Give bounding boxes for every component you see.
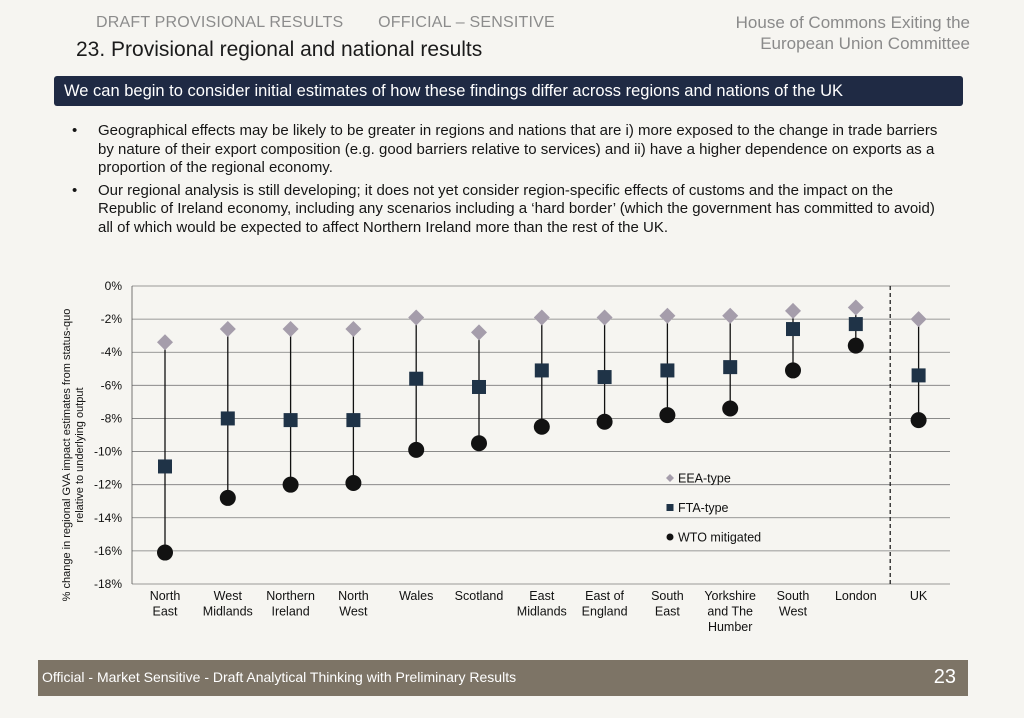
committee-stamp: House of Commons Exiting the European Un… xyxy=(736,12,970,54)
bullet-item: Our regional analysis is still developin… xyxy=(72,182,952,238)
bullet-item: Geographical effects may be likely to be… xyxy=(72,122,952,178)
x-category-label: East Midlands xyxy=(517,589,567,619)
fta-marker xyxy=(786,322,800,337)
legend-fta-swatch xyxy=(666,504,674,511)
fta-marker xyxy=(409,371,424,386)
fta-marker xyxy=(597,370,612,385)
wto-marker xyxy=(533,418,550,435)
y-tick-label: 0% xyxy=(105,279,123,293)
chart-gridlines xyxy=(132,285,950,585)
wto-marker xyxy=(471,435,487,452)
footer-text: Official - Market Sensitive - Draft Anal… xyxy=(42,669,517,685)
wto-marker xyxy=(847,337,864,354)
chart-legend: EEA-type FTA-type WTO mitigated xyxy=(666,472,761,545)
y-tick-label: -14% xyxy=(94,511,122,525)
eea-marker xyxy=(282,321,299,338)
wto-marker xyxy=(219,489,236,506)
x-category-label: South East xyxy=(651,589,684,619)
x-category-label: West Midlands xyxy=(203,589,253,619)
x-category-label: East of England xyxy=(582,589,628,619)
wto-marker xyxy=(345,475,362,492)
chart-labels: 0% -2% -4% -6% -8% -10% -12% -14% -16% -18% % chan… xyxy=(61,279,928,634)
chart-axes xyxy=(131,286,891,584)
eea-marker xyxy=(910,311,927,328)
legend-eea-swatch xyxy=(666,474,674,482)
y-tick-label: -18% xyxy=(94,577,122,591)
y-tick-label: -16% xyxy=(94,544,122,558)
x-category-label: South West xyxy=(777,589,810,619)
eea-marker xyxy=(533,309,550,326)
regional-gva-chart: 0% -2% -4% -6% -8% -10% -12% -14% -16% -18% % chan… xyxy=(61,279,950,634)
committee-line-1: House of Commons Exiting the xyxy=(735,13,970,32)
y-tick-label: -4% xyxy=(101,345,123,359)
eea-marker xyxy=(219,321,236,338)
y-tick-label: -12% xyxy=(94,478,122,492)
legend-label: EEA-type xyxy=(678,472,731,486)
fta-marker xyxy=(158,459,172,474)
header-labels: DRAFT PROVISIONAL RESULTS OFFICIAL – SEN… xyxy=(96,14,585,32)
bullet-list: Geographical effects may be likely to be… xyxy=(72,122,952,241)
draft-label: DRAFT PROVISIONAL RESULTS xyxy=(96,14,344,31)
wto-marker xyxy=(596,413,613,430)
y-axis-title: % change in regional GVA impact estimate… xyxy=(61,309,86,602)
eea-marker xyxy=(785,302,801,319)
wto-marker xyxy=(722,400,739,417)
x-category-label: Yorkshire and The Humber xyxy=(704,589,756,634)
eea-marker xyxy=(408,309,425,326)
x-category-label: Scotland xyxy=(455,589,504,603)
key-message-banner: We can begin to consider initial estimat… xyxy=(54,76,963,106)
y-tick-label: -6% xyxy=(101,378,123,392)
wto-marker xyxy=(408,441,425,458)
fta-marker xyxy=(848,317,863,332)
legend-label: FTA-type xyxy=(678,501,729,515)
wto-marker xyxy=(785,362,801,379)
page-number: 23 xyxy=(933,666,956,688)
x-category-label: Northern Ireland xyxy=(266,589,315,619)
eea-marker xyxy=(345,321,362,338)
x-category-label: UK xyxy=(910,589,928,603)
slide-title: 23. Provisional regional and national re… xyxy=(76,38,483,61)
fta-marker xyxy=(534,363,549,378)
legend-wto-swatch xyxy=(666,533,674,541)
fta-marker xyxy=(472,379,486,394)
fta-marker xyxy=(660,363,675,378)
fta-marker xyxy=(911,368,926,383)
legend-label: WTO mitigated xyxy=(678,531,761,545)
x-category-label: Wales xyxy=(399,589,433,603)
wto-marker xyxy=(659,407,676,424)
fta-marker xyxy=(346,413,361,428)
fta-marker xyxy=(283,413,298,428)
fta-marker xyxy=(723,360,738,375)
x-category-label: North East xyxy=(150,589,181,619)
wto-marker xyxy=(157,544,173,561)
eea-marker xyxy=(659,307,676,324)
eea-marker xyxy=(722,307,739,324)
y-tick-label: -8% xyxy=(101,411,123,425)
x-category-label: North West xyxy=(338,589,369,619)
eea-marker xyxy=(847,299,864,316)
eea-marker xyxy=(157,334,173,351)
wto-marker xyxy=(282,476,299,493)
data-markers xyxy=(157,299,927,561)
committee-line-2: European Union Committee xyxy=(760,34,970,53)
footer-bar: Official - Market Sensitive - Draft Anal… xyxy=(38,660,968,696)
fta-marker xyxy=(220,411,235,426)
y-tick-label: -10% xyxy=(94,445,122,459)
eea-marker xyxy=(596,309,613,326)
eea-marker xyxy=(471,324,487,341)
wto-marker xyxy=(910,412,927,429)
y-tick-label: -2% xyxy=(101,312,123,326)
x-category-label: London xyxy=(835,589,877,603)
sensitivity-label: OFFICIAL – SENSITIVE xyxy=(378,14,555,31)
